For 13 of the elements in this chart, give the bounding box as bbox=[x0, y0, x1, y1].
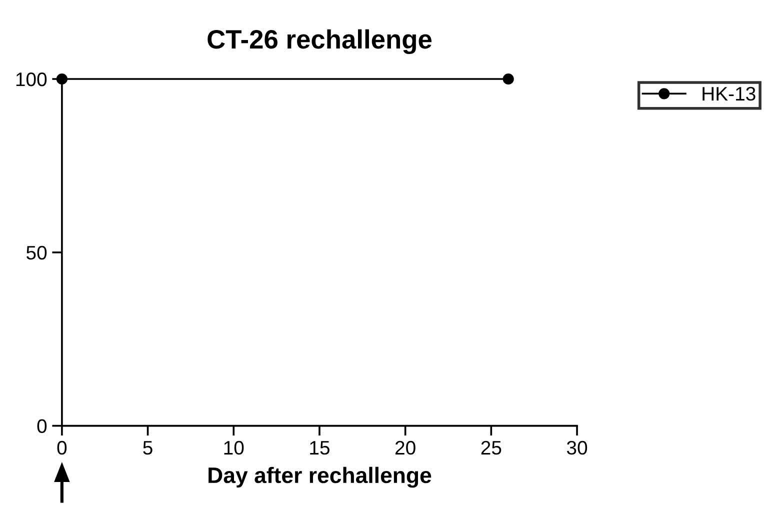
y-tick-label: 0 bbox=[37, 419, 47, 434]
x-axis-title: Day after rechallenge bbox=[208, 466, 432, 488]
x-tick-label: 15 bbox=[310, 441, 330, 455]
y-tick-label: 100 bbox=[16, 72, 47, 86]
x-tick-label: 10 bbox=[224, 440, 244, 455]
legend-label: HK-13 bbox=[702, 86, 756, 101]
x-tick-label: 5 bbox=[143, 441, 152, 455]
x-tick-label: 25 bbox=[481, 440, 502, 455]
x-tick-label: 30 bbox=[566, 440, 588, 455]
y-tick-label: 50 bbox=[26, 246, 47, 260]
chart-title: CT-26 rechallenge bbox=[208, 29, 432, 54]
x-tick-label: 0 bbox=[57, 440, 67, 455]
x-tick-label: 20 bbox=[395, 440, 416, 455]
